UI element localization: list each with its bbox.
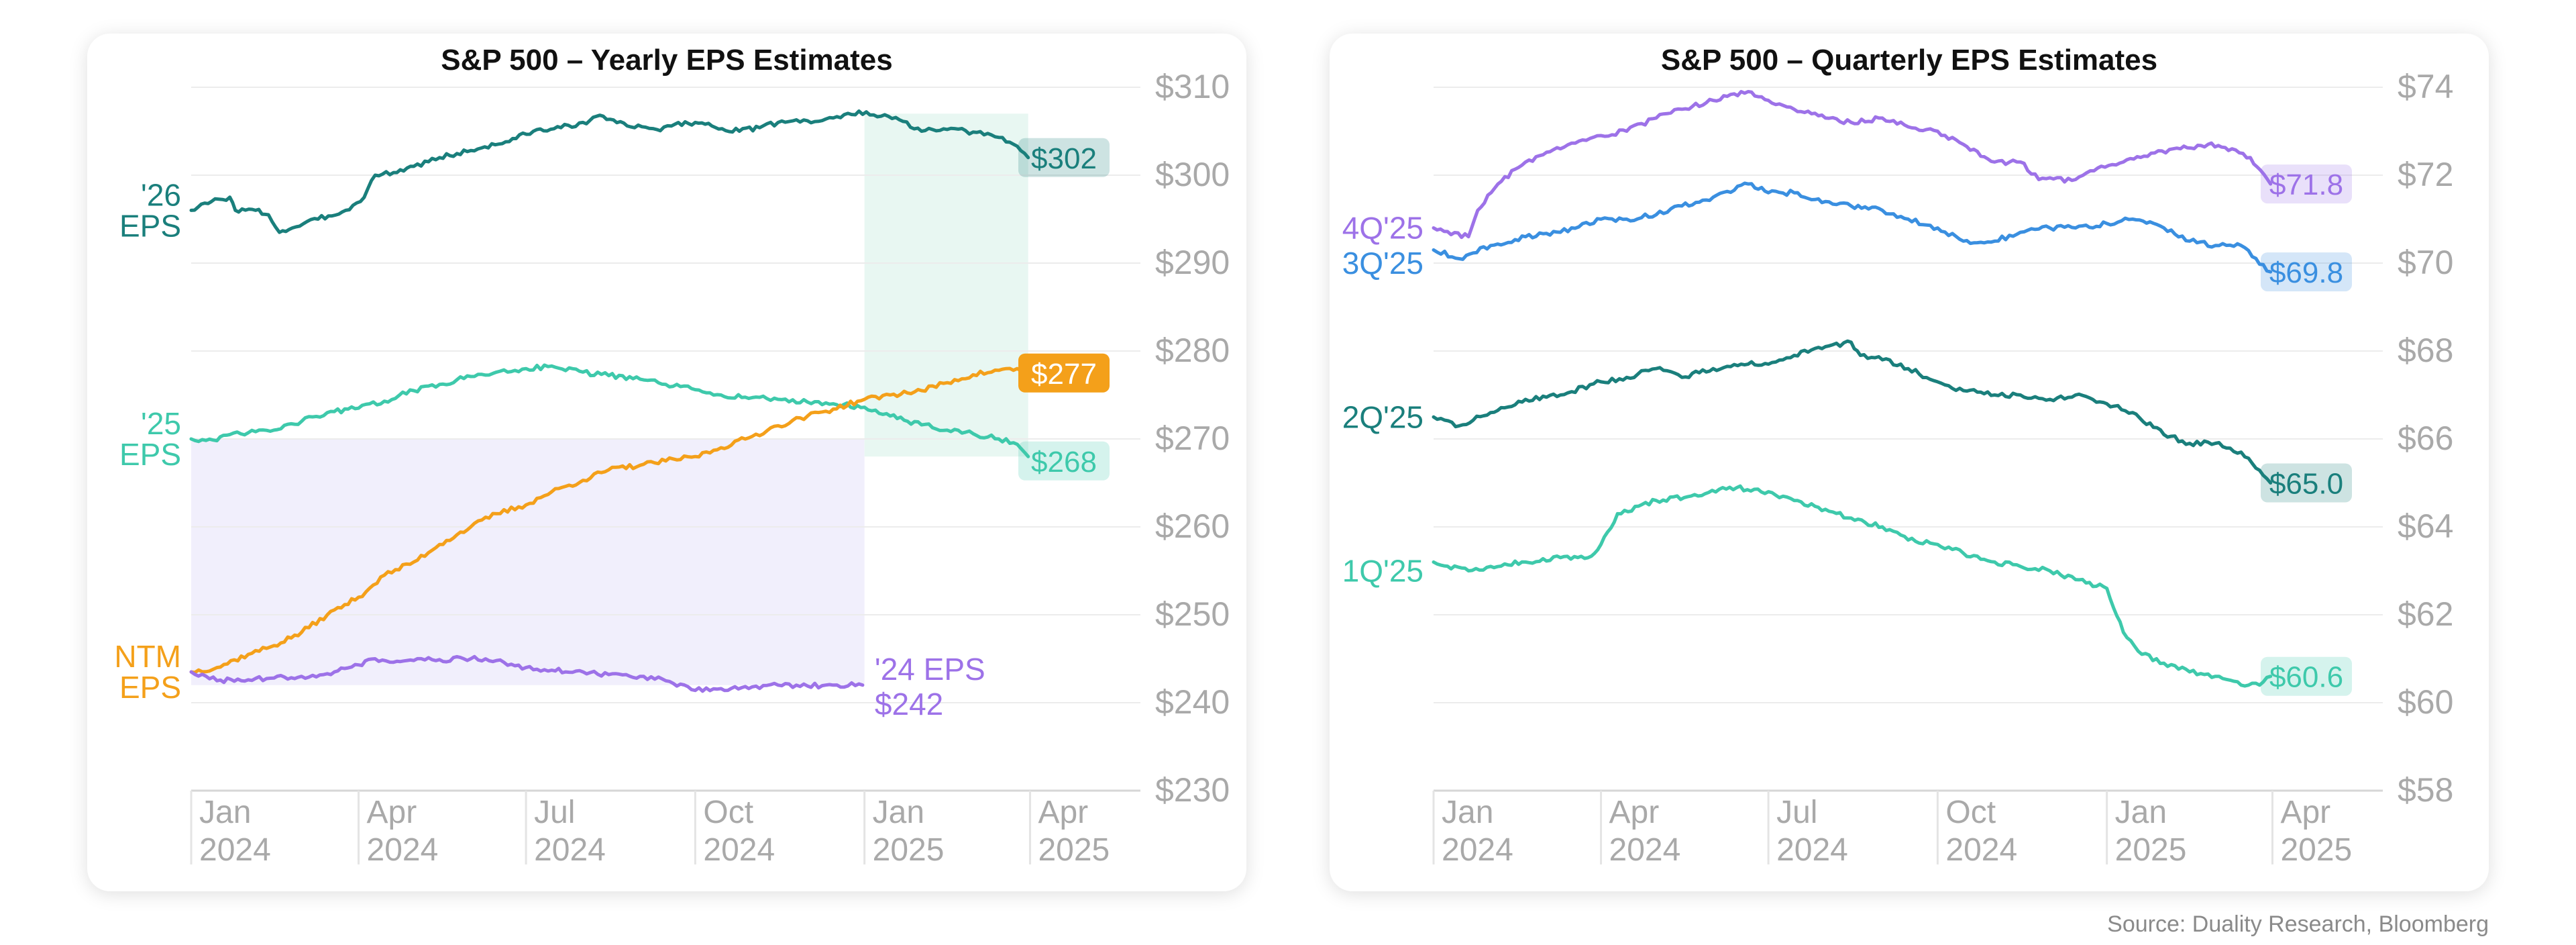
y-tick-label: $70 bbox=[2398, 244, 2453, 281]
y-tick-label: $300 bbox=[1155, 156, 1230, 193]
x-tick-label: Jan bbox=[199, 795, 251, 830]
shaded-region-0 bbox=[191, 439, 865, 685]
x-tick-label: 2024 bbox=[703, 832, 775, 868]
series-line-3 bbox=[189, 654, 865, 693]
y-tick-label: $58 bbox=[2398, 771, 2453, 809]
end-value-label: $277 bbox=[1031, 358, 1097, 391]
x-tick-label: Apr bbox=[1038, 795, 1088, 830]
series-line-1 bbox=[1432, 181, 2273, 274]
x-tick-label: 2025 bbox=[2115, 832, 2187, 868]
x-tick-label: Jan bbox=[2115, 795, 2167, 830]
series-line-1 bbox=[189, 363, 1030, 458]
series-label: 3Q'25 bbox=[1342, 246, 1424, 281]
y-tick-label: $280 bbox=[1155, 332, 1230, 369]
series-line-0 bbox=[1432, 90, 2273, 240]
end-value-label: $302 bbox=[1031, 142, 1097, 175]
series-label: 2Q'25 bbox=[1342, 399, 1424, 434]
series-label: '26 bbox=[141, 177, 181, 212]
series-label: EPS bbox=[119, 437, 181, 472]
x-tick-label: 2025 bbox=[2280, 832, 2352, 868]
y-tick-label: $250 bbox=[1155, 595, 1230, 633]
series-line-2 bbox=[1432, 339, 2273, 485]
x-tick-label: 2024 bbox=[367, 832, 439, 868]
yearly-eps-chart: S&P 500 – Yearly EPS Estimates $310 $300 $2… bbox=[114, 44, 1230, 868]
yearly-eps-chart-card: S&P 500 – Yearly EPS Estimates $310 $300 $2… bbox=[87, 34, 1246, 891]
series-label: EPS bbox=[119, 670, 181, 705]
end-value-badge bbox=[1018, 353, 1110, 393]
x-tick-label: Apr bbox=[2280, 795, 2330, 830]
x-tick-label: Oct bbox=[1945, 795, 1996, 830]
series-end-label: '24 EPS bbox=[875, 652, 985, 687]
series-label: 4Q'25 bbox=[1342, 211, 1424, 246]
series-label: NTM bbox=[114, 639, 181, 674]
end-value-label: $60.6 bbox=[2269, 661, 2343, 694]
y-tick-label: $290 bbox=[1155, 244, 1230, 281]
end-value-label: $65.0 bbox=[2269, 468, 2343, 501]
source-note: Source: Duality Research, Bloomberg bbox=[2107, 911, 2489, 937]
y-tick-label: $60 bbox=[2398, 683, 2453, 721]
series-line-0 bbox=[189, 109, 1030, 234]
end-value-badge bbox=[1018, 138, 1110, 177]
series-line-3 bbox=[1432, 484, 2273, 688]
chart-title: S&P 500 – Quarterly EPS Estimates bbox=[1661, 44, 2157, 77]
y-tick-label: $72 bbox=[2398, 156, 2453, 193]
x-tick-label: 2024 bbox=[1609, 832, 1681, 868]
end-value-label: $71.8 bbox=[2269, 168, 2343, 201]
x-tick-label: 2025 bbox=[873, 832, 945, 868]
series-line-2 bbox=[189, 366, 1030, 675]
x-tick-label: Oct bbox=[703, 795, 753, 830]
shaded-region-1 bbox=[864, 113, 1028, 457]
y-tick-label: $68 bbox=[2398, 332, 2453, 369]
series-label: 1Q'25 bbox=[1342, 554, 1424, 589]
y-tick-label: $66 bbox=[2398, 419, 2453, 457]
x-tick-label: Apr bbox=[367, 795, 417, 830]
end-value-label: $268 bbox=[1031, 446, 1097, 479]
y-tick-label: $230 bbox=[1155, 771, 1230, 809]
x-tick-label: 2024 bbox=[1442, 832, 1513, 868]
chart-title: S&P 500 – Yearly EPS Estimates bbox=[441, 44, 893, 77]
end-value-label: $69.8 bbox=[2269, 256, 2343, 289]
x-tick-label: 2024 bbox=[199, 832, 271, 868]
end-value-badge bbox=[2261, 463, 2352, 503]
x-tick-label: 2024 bbox=[1945, 832, 2017, 868]
x-tick-label: Jul bbox=[1776, 795, 1817, 830]
y-tick-label: $62 bbox=[2398, 595, 2453, 633]
x-tick-label: 2025 bbox=[1038, 832, 1110, 868]
end-value-badge bbox=[2261, 164, 2352, 204]
x-tick-label: 2024 bbox=[534, 832, 606, 868]
x-tick-label: 2024 bbox=[1776, 832, 1848, 868]
quarterly-eps-chart-card: S&P 500 – Quarterly EPS Estimates $74 $72 $… bbox=[1330, 34, 2489, 891]
end-value-badge bbox=[2261, 252, 2352, 292]
series-label: '25 bbox=[141, 406, 181, 441]
y-tick-label: $270 bbox=[1155, 419, 1230, 457]
y-tick-label: $240 bbox=[1155, 683, 1230, 721]
y-tick-label: $260 bbox=[1155, 507, 1230, 545]
x-tick-label: Jan bbox=[1442, 795, 1493, 830]
x-tick-label: Jan bbox=[873, 795, 924, 830]
series-end-label: $242 bbox=[875, 687, 943, 722]
y-tick-label: $64 bbox=[2398, 507, 2453, 545]
series-label: EPS bbox=[119, 208, 181, 243]
x-tick-label: Jul bbox=[534, 795, 575, 830]
x-tick-label: Apr bbox=[1609, 795, 1660, 830]
y-tick-label: $74 bbox=[2398, 68, 2453, 105]
y-tick-label: $310 bbox=[1155, 68, 1230, 105]
quarterly-eps-chart: S&P 500 – Quarterly EPS Estimates $74 $72 $… bbox=[1342, 44, 2454, 868]
end-value-badge bbox=[1018, 441, 1110, 481]
end-value-badge bbox=[2261, 656, 2352, 696]
